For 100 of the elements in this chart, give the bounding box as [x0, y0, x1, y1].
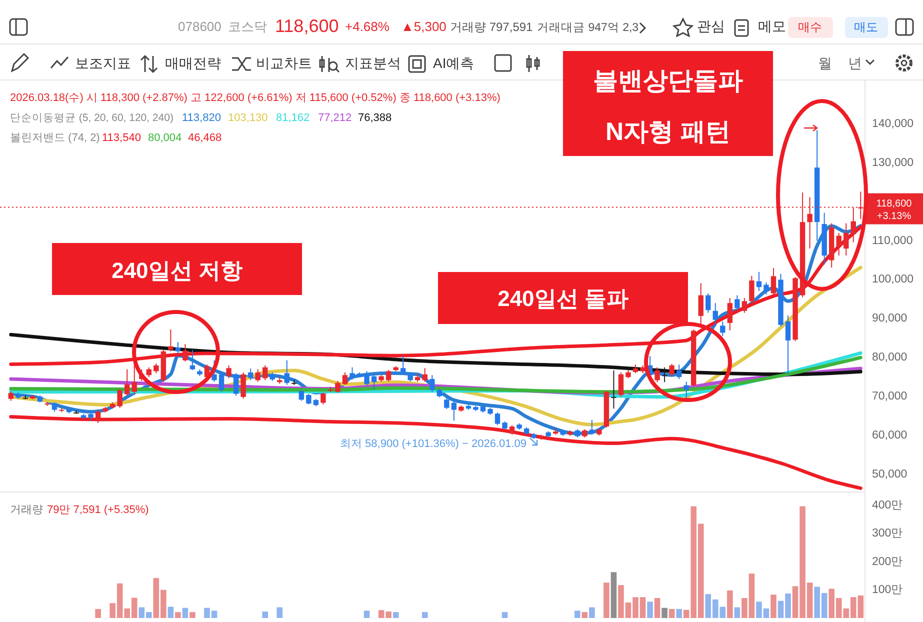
- candlestick: [422, 368, 428, 382]
- candlestick: [240, 372, 246, 399]
- y-tick-label: 110,000: [872, 234, 913, 247]
- ref-line-label: 118,600: [876, 198, 912, 210]
- candlestick: [430, 374, 435, 392]
- text: 년: [848, 55, 862, 71]
- y-tick-label: 400만: [872, 499, 904, 512]
- bar: [676, 608, 682, 618]
- bar: [770, 594, 776, 618]
- annotation: 최저 58,900 (+101.36%) − 2026.01.09: [340, 438, 527, 450]
- candlestick: [676, 364, 682, 380]
- annotation: 103,130: [228, 112, 268, 124]
- candlestick: [400, 355, 406, 374]
- text: 매매전략: [165, 55, 221, 71]
- candlestick: [306, 393, 312, 405]
- text: 거래대금 947억 2,3: [537, 22, 639, 34]
- candlestick: [371, 374, 377, 390]
- annotation: 2026.03.18(수) 시 118,300 (+2.87%) 고 122,600 (+6.61%) 저 115,600 (+0.52%) 종 118,600 (+3.13%): [10, 92, 500, 104]
- candlestick: [749, 275, 754, 304]
- text: AI예측: [433, 55, 474, 71]
- bar: [604, 582, 610, 618]
- text: 118,600: [275, 16, 339, 36]
- annotation: 240일선 돌파: [498, 286, 628, 311]
- y-tick-label: 80,000: [872, 352, 908, 364]
- candlestick: [509, 424, 515, 436]
- bar: [276, 607, 283, 618]
- candlestick: [335, 380, 340, 394]
- bar: [95, 608, 101, 618]
- bar: [662, 608, 668, 618]
- text: +4.68%: [345, 19, 390, 34]
- candlestick: [712, 302, 718, 327]
- y-tick-label: 300만: [872, 528, 904, 540]
- bar: [502, 612, 508, 618]
- text: 078600: [178, 19, 222, 34]
- candlestick: [342, 372, 348, 386]
- y-tick-label: 200만: [872, 556, 904, 568]
- candlestick: [618, 372, 624, 398]
- bar: [392, 612, 399, 618]
- annotation: 46,468: [188, 132, 222, 144]
- bar: [589, 607, 595, 618]
- candlestick: [662, 366, 668, 383]
- candlestick: [262, 364, 268, 381]
- candlestick: [226, 364, 232, 379]
- candlestick: [52, 402, 58, 412]
- bar: [168, 606, 174, 618]
- candlestick: [684, 381, 689, 399]
- candlestick: [364, 370, 370, 386]
- annotation: N자형 패턴: [606, 118, 730, 146]
- y-tick-label: 100,000: [872, 274, 914, 286]
- candlestick: [720, 320, 726, 337]
- candlestick: [284, 360, 290, 386]
- candlestick: [154, 362, 159, 374]
- text: 메모: [758, 18, 786, 34]
- annotation: 80,004: [148, 132, 182, 144]
- candlestick: [836, 232, 842, 256]
- text: 코스닥: [228, 19, 267, 34]
- candlestick: [669, 363, 674, 377]
- annotation: 240일선 저항: [112, 258, 242, 283]
- bar: [734, 607, 740, 618]
- bar: [190, 612, 196, 618]
- y-tick-label: 130,000: [872, 156, 914, 169]
- bar: [364, 610, 370, 618]
- annotation: 불밴상단돌파: [593, 67, 743, 95]
- y-tick-label: 70,000: [872, 390, 908, 403]
- y-tick-label: 140,000: [872, 118, 914, 130]
- text: 매도: [854, 20, 878, 34]
- candlestick: [698, 282, 704, 326]
- bar: [668, 608, 675, 618]
- bar: [582, 612, 588, 618]
- candlestick: [218, 372, 224, 392]
- candlestick: [451, 400, 457, 422]
- bar: [182, 608, 188, 618]
- annotation: 81,162: [276, 112, 310, 124]
- y-tick-label: 60,000: [872, 430, 908, 442]
- candlestick: [146, 366, 152, 378]
- candlestick: [190, 349, 196, 371]
- candlestick: [117, 388, 122, 408]
- bar: [647, 602, 653, 618]
- text: ▲5,300: [401, 19, 446, 34]
- candlestick: [132, 362, 137, 395]
- candlestick: [8, 390, 14, 402]
- bar: [574, 610, 580, 618]
- candlestick: [785, 315, 791, 375]
- bar: [610, 572, 617, 618]
- text: 거래량 797,591: [450, 20, 534, 34]
- candlestick: [734, 294, 740, 311]
- candlestick: [770, 268, 776, 296]
- candlestick: [494, 412, 500, 426]
- annotation: 76,388: [358, 112, 392, 124]
- candlestick: [182, 343, 188, 362]
- text: 관심: [697, 18, 725, 34]
- y-tick-label: 90,000: [872, 312, 908, 325]
- candlestick: [727, 298, 733, 331]
- text: 비교차트: [256, 55, 312, 71]
- bar: [727, 590, 733, 618]
- candlestick: [248, 368, 254, 381]
- candlestick: [255, 368, 260, 382]
- candlestick: [756, 271, 762, 292]
- candlestick: [350, 366, 355, 380]
- text: 보조지표: [75, 55, 131, 71]
